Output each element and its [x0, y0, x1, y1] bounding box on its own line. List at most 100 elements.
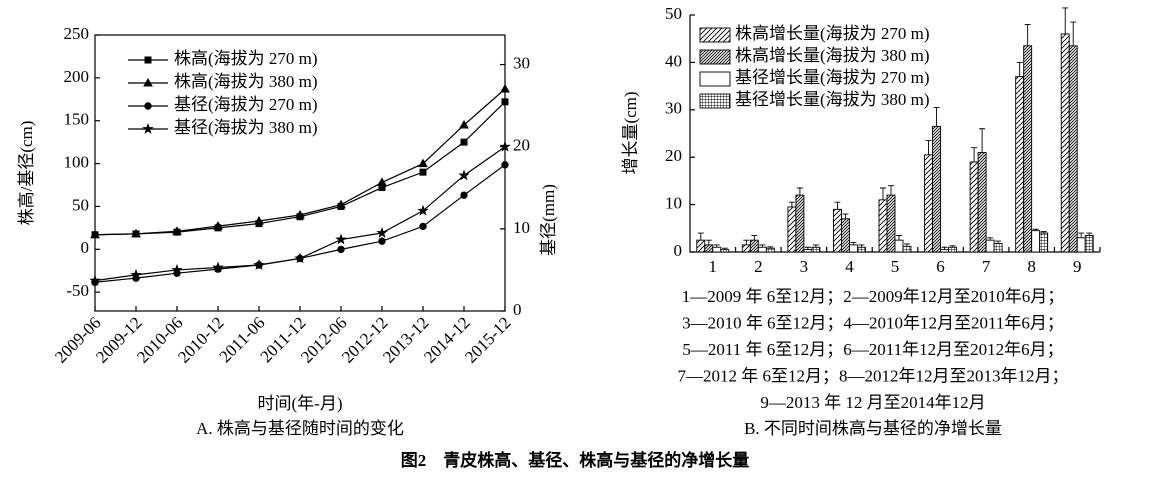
- bar: [924, 154, 934, 253]
- bar: [795, 194, 805, 253]
- bar: [765, 247, 775, 253]
- legend-swatch: [699, 49, 731, 65]
- legend-label: 基径增长量(海拔为 270 m): [735, 68, 930, 87]
- error-bar: [987, 237, 994, 241]
- note: 7—2012 年 6至12月；8—2012年12月至2013年12月；: [678, 366, 1069, 385]
- error-bar: [904, 243, 910, 247]
- error-bar: [721, 247, 728, 250]
- series-line: [94, 164, 506, 283]
- marker: [337, 245, 345, 254]
- error-bar: [812, 244, 819, 248]
- error-bar: [804, 246, 811, 250]
- marker: [131, 228, 141, 238]
- marker: [254, 215, 264, 225]
- error-bar: [1070, 21, 1077, 46]
- y-tick-label: 50: [72, 195, 89, 214]
- x-tick-label: 7: [982, 257, 991, 276]
- note: 5—2011 年 6至12月；6—2011年12月至2012年6月；: [682, 340, 1063, 359]
- x-tick-label: 4: [845, 257, 854, 276]
- bar: [878, 199, 888, 253]
- marker: [172, 226, 182, 235]
- marker: [335, 233, 347, 245]
- error-bar: [788, 201, 795, 207]
- marker: [376, 226, 388, 238]
- bar: [993, 243, 1003, 253]
- marker: [336, 199, 346, 209]
- x-axis-label: 时间(年-月): [258, 394, 343, 413]
- bar: [803, 249, 813, 253]
- bar: [696, 239, 706, 253]
- legend-label: 株高增长量(海拔为 380 m): [735, 46, 930, 65]
- error-bar: [933, 106, 940, 127]
- legend-label: 株高(海拔为 270 m): [174, 49, 318, 68]
- y-tick-label: 250: [64, 24, 90, 43]
- marker: [213, 221, 223, 230]
- y-axis-label: 株高/基径(cm): [17, 121, 36, 226]
- error-bar: [850, 242, 857, 245]
- y2-axis-label: 基径(mm): [539, 184, 558, 256]
- x-tick-label: 2: [754, 257, 763, 276]
- bar: [856, 246, 866, 253]
- error-bar: [949, 245, 956, 248]
- y-axis-label: 增长量(cm): [621, 91, 640, 174]
- marker: [294, 252, 306, 264]
- error-bar: [971, 147, 978, 162]
- x-tick-label: 1: [709, 257, 718, 276]
- marker: [417, 204, 429, 216]
- bar: [811, 246, 821, 253]
- note: 9—2013 年 12 月至2014年12月: [760, 393, 985, 412]
- subtitle-a: A. 株高与基径随时间的变化: [196, 419, 404, 438]
- marker: [459, 119, 469, 129]
- bar: [704, 244, 714, 253]
- legend-label: 基径增长量(海拔为 380 m): [735, 90, 930, 109]
- error-bar: [759, 244, 766, 248]
- bar: [948, 246, 958, 253]
- legend-label: 株高增长量(海拔为 270 m): [735, 24, 930, 43]
- bar: [932, 125, 942, 253]
- y-tick-label: 0: [81, 238, 90, 257]
- bar: [940, 249, 950, 253]
- bar: [757, 246, 767, 253]
- error-bar: [1032, 228, 1039, 231]
- x-tick-label: 2010-12: [174, 313, 228, 367]
- bar: [886, 194, 896, 253]
- marker: [499, 140, 511, 152]
- bar: [832, 208, 842, 253]
- marker: [500, 83, 510, 93]
- marker: [142, 122, 154, 134]
- bar: [977, 152, 987, 253]
- bar: [1076, 237, 1086, 253]
- marker: [171, 263, 183, 275]
- y-tick-label: 200: [64, 67, 90, 86]
- bar: [1031, 230, 1041, 253]
- y2-tick-label: 0: [513, 300, 522, 319]
- legend-swatch: [699, 27, 731, 43]
- x-tick-label: 8: [1027, 257, 1036, 276]
- bar: [848, 244, 858, 253]
- error-bar: [1062, 7, 1069, 34]
- bar: [1068, 45, 1078, 253]
- bar: [894, 239, 904, 253]
- error-bar: [834, 201, 841, 210]
- subtitle-b: B. 不同时间株高与基径的净增长量: [744, 419, 1002, 438]
- error-bar: [858, 244, 865, 248]
- legend-label: 株高(海拔为 380 m): [174, 72, 318, 91]
- bar: [749, 239, 759, 253]
- error-bar: [743, 239, 750, 245]
- y-tick-label: -50: [66, 281, 89, 300]
- bar: [840, 218, 850, 253]
- y-tick-label: 30: [665, 99, 682, 118]
- note: 3—2010 年 6至12月；4—2010年12月至2011年6月；: [682, 313, 1064, 332]
- x-tick-label: 5: [891, 257, 900, 276]
- error-bar: [697, 232, 704, 241]
- bar: [1039, 232, 1049, 253]
- marker: [144, 102, 152, 110]
- y-tick-label: 50: [665, 4, 682, 23]
- error-bar: [1016, 61, 1023, 77]
- marker: [419, 168, 427, 176]
- y2-tick-label: 10: [513, 218, 530, 237]
- legend-swatch: [699, 93, 731, 109]
- error-bar: [941, 246, 948, 250]
- y2-tick-label: 20: [513, 136, 530, 155]
- marker: [212, 261, 224, 273]
